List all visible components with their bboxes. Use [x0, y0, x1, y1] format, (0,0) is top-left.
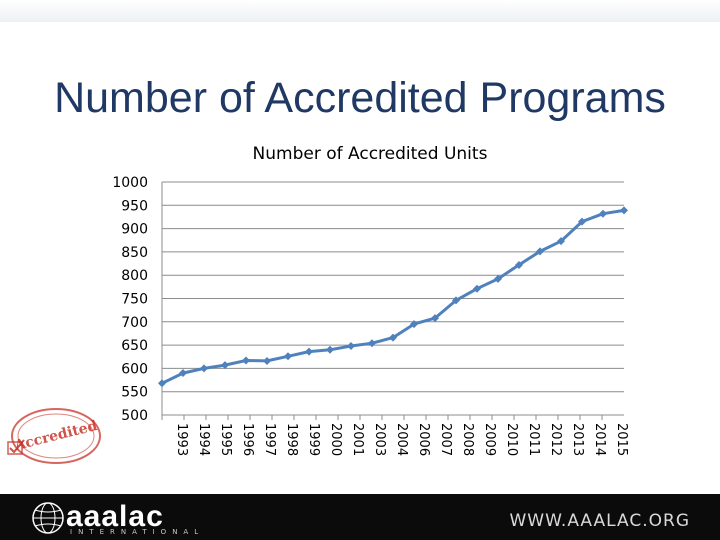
top-bar — [0, 0, 720, 22]
data-point — [410, 320, 418, 329]
x-tick-label: 1998 — [284, 423, 299, 456]
x-tick-label: 2011 — [526, 423, 541, 456]
data-point — [494, 274, 502, 283]
x-tick-label: 2015 — [614, 423, 629, 456]
logo-subtext: INTERNATIONAL — [70, 528, 205, 536]
y-tick-label: 850 — [121, 245, 148, 261]
y-tick-label: 650 — [121, 338, 148, 354]
data-point — [431, 314, 439, 323]
y-tick-labels: 500 550 600 650 700 750 800 850 900 950 1000 — [112, 175, 148, 424]
y-tick-label: 550 — [121, 385, 148, 401]
y-tick-label: 950 — [121, 198, 148, 214]
data-point — [242, 356, 250, 365]
data-point — [347, 342, 355, 351]
data-point — [200, 364, 208, 373]
series — [158, 206, 628, 388]
x-tick-label: 2009 — [482, 423, 497, 456]
x-tick-label: 1997 — [262, 423, 277, 456]
data-point — [158, 379, 166, 388]
data-point — [326, 345, 334, 354]
x-tick-label: 2003 — [372, 423, 387, 456]
y-tick-label: 1000 — [112, 175, 148, 191]
data-point — [368, 339, 376, 348]
data-point — [620, 206, 628, 215]
x-tick-label: 2014 — [592, 423, 607, 456]
y-tick-label: 800 — [121, 268, 148, 284]
data-point — [452, 296, 460, 305]
x-tick-label: 2008 — [460, 423, 475, 456]
y-tick-label: 700 — [121, 315, 148, 331]
slide-title: Number of Accredited Programs — [54, 74, 666, 122]
y-tick-label: 900 — [121, 222, 148, 238]
website-url[interactable]: WWW.AAALAC.ORG — [509, 511, 690, 531]
x-tick-label: 2012 — [548, 423, 563, 456]
data-point — [473, 284, 481, 293]
data-point — [557, 237, 565, 246]
data-point — [179, 369, 187, 378]
x-tick-label: 1993 — [174, 423, 189, 456]
chart-title: Number of Accredited Units — [252, 144, 488, 164]
axes — [161, 182, 624, 420]
x-tick-labels: 1993 1994 1995 1996 1997 1998 1999 2000 2001 2003… — [174, 423, 629, 456]
data-point — [305, 347, 313, 356]
y-tick-label: 750 — [121, 292, 148, 308]
series-line — [161, 208, 625, 385]
gridlines — [162, 181, 624, 393]
x-tick-label: 2001 — [350, 423, 365, 456]
x-tick-label: 2006 — [416, 423, 431, 456]
aaalac-logo-icon — [32, 502, 64, 534]
y-tick-label: 500 — [121, 408, 148, 424]
x-tick-label: 2010 — [504, 423, 519, 456]
data-point — [221, 361, 229, 370]
accredited-stamp-icon: Accredited — [7, 408, 101, 464]
data-point — [263, 356, 271, 365]
y-tick-label: 600 — [121, 361, 148, 377]
x-tick-label: 1999 — [306, 423, 321, 456]
x-tick-label: 1996 — [240, 423, 255, 456]
logo-wordmark: aaalac — [66, 500, 164, 533]
data-point — [578, 217, 586, 226]
x-tick-label: 2013 — [570, 423, 585, 456]
x-tick-label: 1995 — [218, 423, 233, 456]
footer-bar — [0, 494, 720, 540]
x-tick-label: 2007 — [438, 423, 453, 456]
data-point — [515, 260, 523, 269]
x-tick-label: 2004 — [394, 423, 409, 456]
data-point — [284, 352, 292, 361]
data-point — [389, 333, 397, 342]
x-tick-label: 2000 — [328, 423, 343, 456]
x-tick-label: 1994 — [196, 423, 211, 456]
data-point — [599, 209, 607, 218]
data-point — [536, 247, 544, 256]
